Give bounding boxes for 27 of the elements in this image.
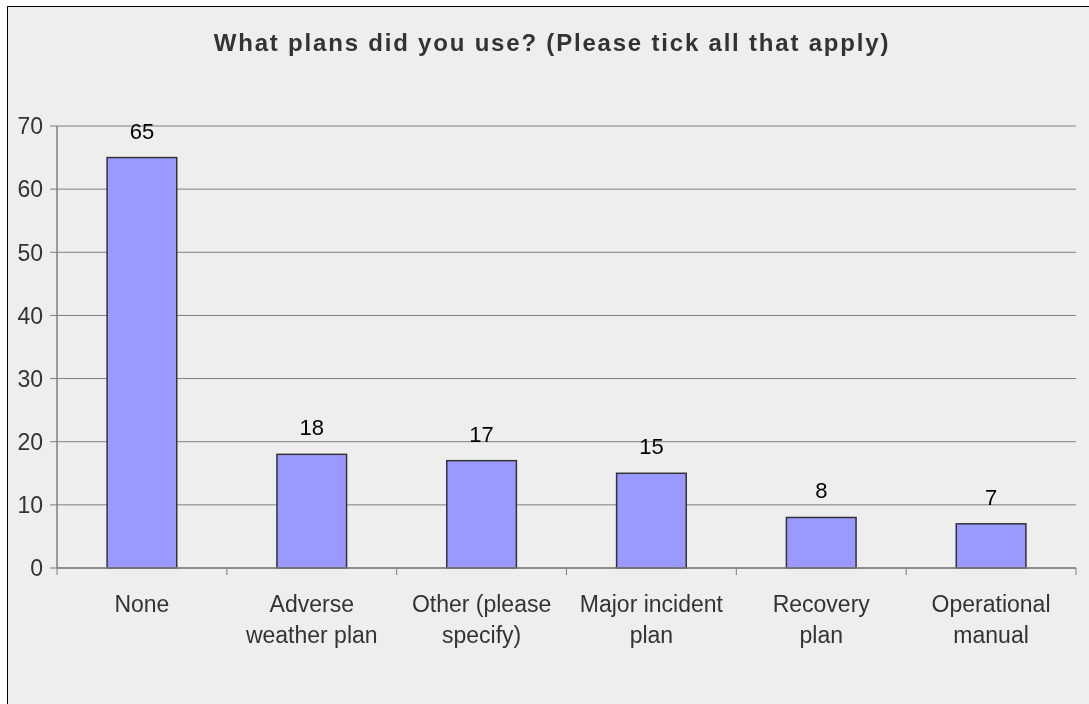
data-label: 65 [129, 118, 155, 144]
bar [446, 459, 518, 569]
y-tick-label: 30 [17, 365, 43, 392]
x-tick-label: Other (please specify) [411, 591, 552, 648]
bar [955, 523, 1027, 569]
x-tick-label: None [114, 591, 170, 617]
x-tick-label: Operational manual [931, 591, 1051, 648]
y-tick-label: 0 [30, 555, 43, 582]
data-label: 8 [815, 478, 828, 504]
data-label: 15 [639, 434, 664, 460]
bar [276, 453, 348, 569]
bar [615, 472, 687, 569]
y-tick-label: 40 [17, 302, 43, 329]
x-tick-label: Major incident plan [579, 591, 724, 648]
data-label: 17 [469, 421, 494, 447]
y-tick-label: 50 [17, 239, 43, 266]
data-label: 18 [299, 415, 324, 441]
x-tick-label: Recovery plan [772, 591, 871, 648]
y-tick-label: 20 [17, 428, 43, 455]
data-label: 7 [984, 484, 998, 510]
bar [785, 516, 857, 569]
x-tick-label: Adverse weather plan [244, 591, 378, 648]
chart-title: What plans did you use? (Please tick all that apply) [213, 29, 891, 56]
y-tick-label: 60 [17, 176, 43, 203]
bar [106, 156, 178, 569]
y-tick-label: 70 [17, 113, 43, 140]
y-tick-label: 10 [17, 492, 43, 519]
